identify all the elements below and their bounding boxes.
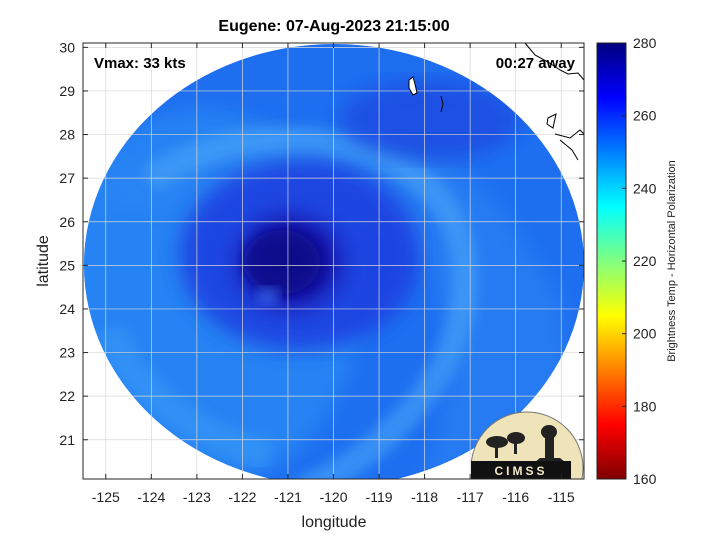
y-tick-label: 28 [59, 127, 75, 143]
y-tick-label: 25 [59, 257, 75, 273]
y-tick-label: 23 [59, 345, 75, 361]
y-axis-label: latitude [35, 235, 52, 287]
colorbar-tick-label: 200 [633, 326, 657, 342]
colorbar [596, 42, 627, 480]
x-tick-label: -121 [274, 489, 302, 505]
chart-title: Eugene: 07-Aug-2023 21:15:00 [218, 18, 449, 35]
x-tick-label: -125 [92, 489, 120, 505]
x-tick-label: -120 [319, 489, 347, 505]
x-tick-label: -117 [457, 489, 484, 505]
colorbar-tick-label: 220 [633, 253, 657, 269]
y-tick-label: 26 [59, 214, 75, 230]
x-tick-label: -115 [548, 489, 575, 505]
time-away-label: 00:27 away [496, 55, 576, 72]
x-tick-label: -123 [183, 489, 211, 505]
vmax-label: Vmax: 33 kts [94, 55, 186, 72]
y-tick-label: 22 [59, 388, 75, 404]
x-tick-label: -119 [366, 489, 393, 505]
x-axis-label: longitude [302, 514, 367, 531]
colorbar-tick-label: 260 [633, 108, 657, 124]
colorbar-tick-label: 160 [633, 471, 657, 487]
colorbar-tick-label: 180 [633, 398, 657, 414]
y-tick-label: 30 [59, 39, 75, 55]
x-tick-label: -122 [228, 489, 256, 505]
colorbar-tick-label: 240 [633, 180, 657, 196]
y-axis-ticks: 21 22 23 24 25 26 27 28 29 30 [59, 39, 584, 448]
x-axis-ticks: -125 -124 -123 -122 -121 -120 -119 -118 -117 -116… [92, 43, 575, 505]
cimss-logo: CIMSS [471, 411, 584, 479]
colorbar-ticks: 160 180 200 220 240 260 280 [622, 35, 657, 487]
x-tick-label: -116 [502, 489, 529, 505]
cimss-logo-text: CIMSS [494, 464, 547, 478]
x-tick-label: -124 [137, 489, 165, 505]
colorbar-tick-label: 280 [633, 35, 657, 51]
y-tick-label: 27 [59, 170, 75, 186]
coastline [408, 42, 585, 161]
colorbar-label: Brightness Temp - Horizontal Polarizatio… [666, 160, 678, 362]
y-tick-label: 24 [59, 301, 75, 317]
y-tick-label: 29 [59, 83, 75, 99]
brightness-temp-swath [84, 44, 584, 479]
y-tick-label: 21 [59, 432, 75, 448]
x-tick-label: -118 [411, 489, 438, 505]
